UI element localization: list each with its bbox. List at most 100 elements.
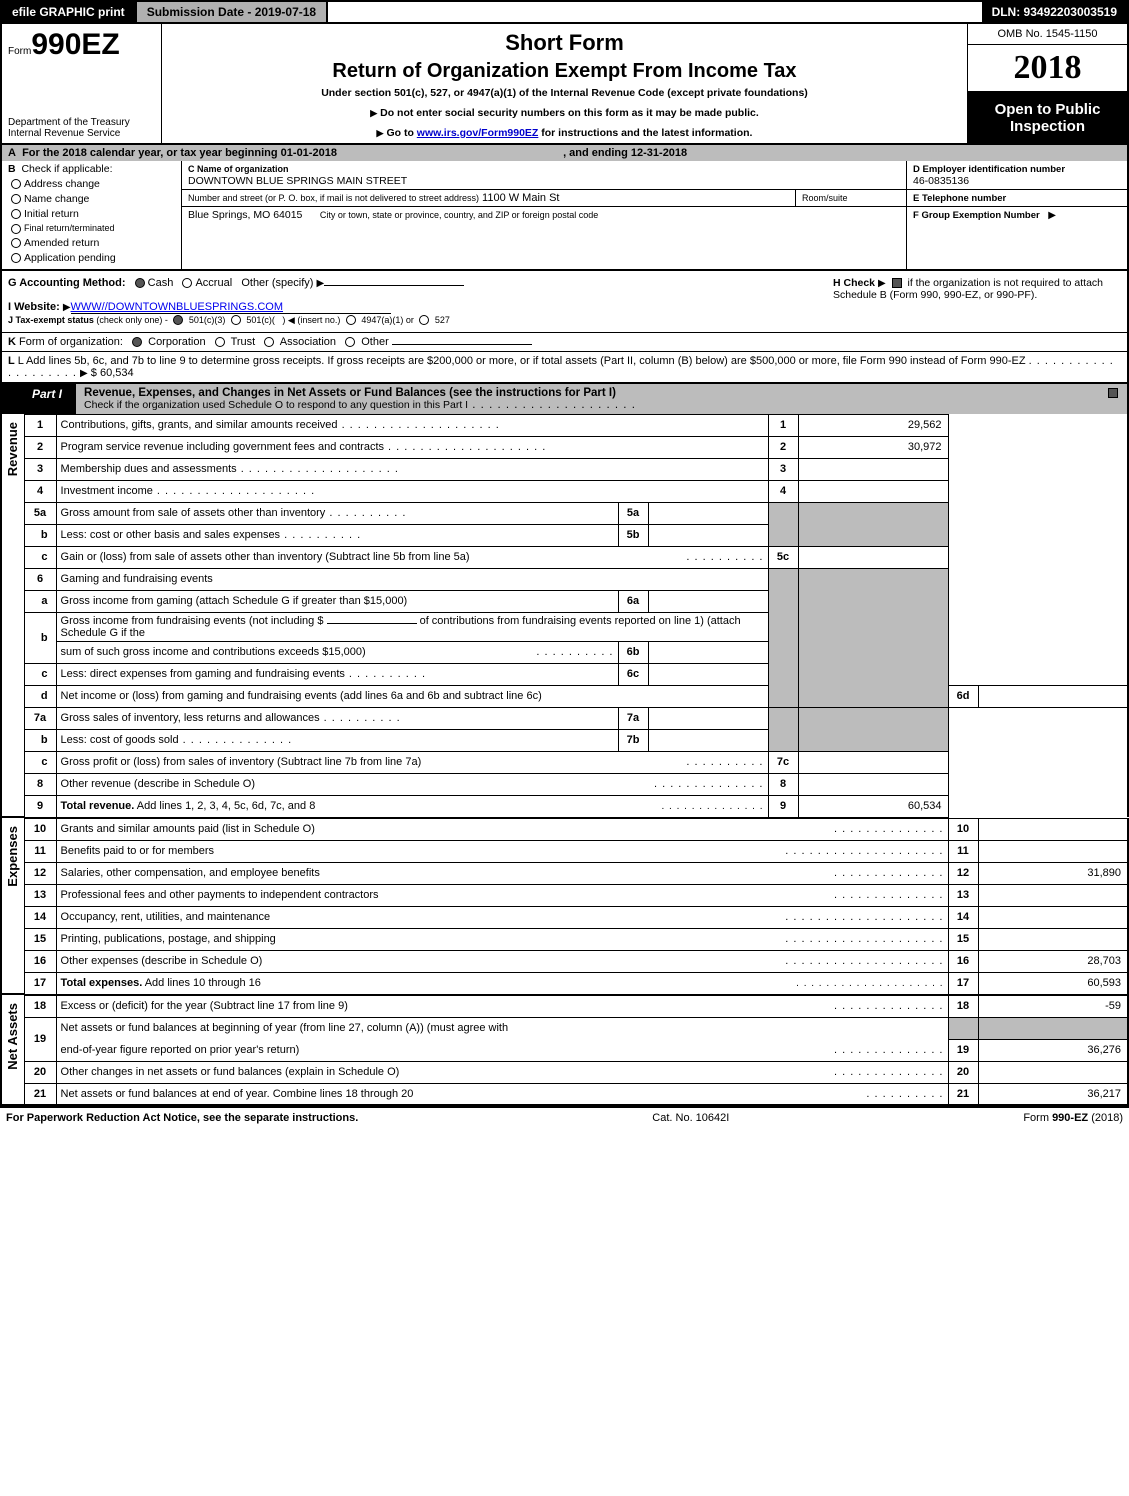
- row-l-gross-receipts: L L Add lines 5b, 6c, and 7b to line 9 t…: [0, 352, 1129, 384]
- l7b-num: b: [24, 729, 56, 751]
- l16-desc: Other expenses (describe in Schedule O): [56, 950, 948, 972]
- l14-desc: Occupancy, rent, utilities, and maintena…: [56, 906, 948, 928]
- room-label: Room/suite: [802, 193, 848, 203]
- l20-num: 20: [24, 1061, 56, 1083]
- part1-tag: Part I: [2, 384, 76, 414]
- l7b-desc: Less: cost of goods sold: [56, 729, 618, 751]
- h-pre: H Check: [833, 277, 875, 289]
- l12-val: 31,890: [978, 862, 1128, 884]
- cash-label: Cash: [148, 277, 174, 289]
- row-k-org-form: K Form of organization: Corporation Trus…: [0, 333, 1129, 352]
- l4-desc: Investment income: [56, 480, 768, 502]
- l6d-rnum: 6d: [948, 685, 978, 707]
- ein-value: 46-0835136: [913, 175, 969, 187]
- radio-cash[interactable]: [135, 278, 145, 288]
- l4-rnum: 4: [768, 480, 798, 502]
- col-b-checkboxes: B Check if applicable: Address change Na…: [2, 161, 182, 269]
- l21-rnum: 21: [948, 1083, 978, 1105]
- section-bcd: B Check if applicable: Address change Na…: [0, 161, 1129, 271]
- l2-rnum: 2: [768, 436, 798, 458]
- l13-rnum: 13: [948, 884, 978, 906]
- addr-label: Number and street (or P. O. box, if mail…: [188, 193, 479, 203]
- efile-print-button[interactable]: efile GRAPHIC print: [2, 2, 137, 22]
- l12-rnum: 12: [948, 862, 978, 884]
- l5a-midval: [648, 502, 768, 524]
- row-g-accounting: G Accounting Method: Cash Accrual Other …: [2, 271, 827, 332]
- chk-address-change[interactable]: Address change: [8, 178, 175, 190]
- other-specify-input[interactable]: [324, 285, 464, 286]
- city-label: City or town, state or province, country…: [320, 210, 598, 220]
- chk-initial-return[interactable]: Initial return: [8, 208, 175, 220]
- l8-rnum: 8: [768, 773, 798, 795]
- l15-rnum: 15: [948, 928, 978, 950]
- chk-final-label: Final return/terminated: [24, 223, 115, 233]
- l5c-desc: Gain or (loss) from sale of assets other…: [56, 546, 768, 568]
- radio-association[interactable]: [264, 337, 274, 347]
- chk-application-pending[interactable]: Application pending: [8, 252, 175, 264]
- open-line2: Inspection: [970, 118, 1125, 135]
- radio-corporation[interactable]: [132, 337, 142, 347]
- l5a-desc: Gross amount from sale of assets other t…: [56, 502, 618, 524]
- l9-desc: Total revenue. Add lines 1, 2, 3, 4, 5c,…: [56, 795, 768, 817]
- radio-accrual[interactable]: [182, 278, 192, 288]
- submission-date-label: Submission Date - 2019-07-18: [137, 2, 328, 22]
- l21-val: 36,217: [978, 1083, 1128, 1105]
- l16-val: 28,703: [978, 950, 1128, 972]
- other-label: Other (specify): [241, 277, 313, 289]
- l14-val: [978, 906, 1128, 928]
- l6a-num: a: [24, 590, 56, 612]
- l6b-mid: 6b: [618, 641, 648, 663]
- l11-desc: Benefits paid to or for members: [56, 840, 948, 862]
- l6-num: 6: [24, 568, 56, 590]
- chk-amended-label: Amended return: [24, 237, 99, 249]
- irs-link[interactable]: www.irs.gov/Form990EZ: [417, 127, 539, 139]
- i-label: I Website:: [8, 301, 60, 313]
- l13-num: 13: [24, 884, 56, 906]
- l5c-num: c: [24, 546, 56, 568]
- l20-rnum: 20: [948, 1061, 978, 1083]
- l10-num: 10: [24, 818, 56, 840]
- l8-desc: Other revenue (describe in Schedule O): [56, 773, 768, 795]
- l6b-desc2: sum of such gross income and contributio…: [56, 641, 618, 663]
- l17-rnum: 17: [948, 972, 978, 994]
- l8-num: 8: [24, 773, 56, 795]
- tel-label: E Telephone number: [913, 193, 1006, 204]
- part1-schedule-o-check[interactable]: [1108, 388, 1118, 398]
- chk-amended-return[interactable]: Amended return: [8, 237, 175, 249]
- l3-rnum: 3: [768, 458, 798, 480]
- l16-rnum: 16: [948, 950, 978, 972]
- l17-desc: Total expenses. Add lines 10 through 16: [56, 972, 948, 994]
- l5b-num: b: [24, 524, 56, 546]
- tax-year: 2018: [968, 45, 1127, 92]
- l8-val: [798, 773, 948, 795]
- l5b-desc: Less: cost or other basis and sales expe…: [56, 524, 618, 546]
- radio-trust[interactable]: [215, 337, 225, 347]
- l12-num: 12: [24, 862, 56, 884]
- website-link[interactable]: WWW//DOWNTOWNBLUESPRINGS.COM: [71, 301, 391, 314]
- l6-desc: Gaming and fundraising events: [56, 568, 768, 590]
- radio-other-org[interactable]: [345, 337, 355, 347]
- l18-num: 18: [24, 995, 56, 1017]
- l20-desc: Other changes in net assets or fund bala…: [56, 1061, 948, 1083]
- l6c-num: c: [24, 663, 56, 685]
- l19-desc: Net assets or fund balances at beginning…: [56, 1017, 948, 1039]
- l15-val: [978, 928, 1128, 950]
- l-text: L Add lines 5b, 6c, and 7b to line 9 to …: [18, 355, 1026, 367]
- l5b-midval: [648, 524, 768, 546]
- subtitle: Under section 501(c), 527, or 4947(a)(1)…: [170, 87, 959, 99]
- chk-final-return[interactable]: Final return/terminated: [8, 223, 175, 234]
- l19-rnum: 19: [948, 1039, 978, 1061]
- l9-val: 60,534: [798, 795, 948, 817]
- col-c-org-info: C Name of organization DOWNTOWN BLUE SPR…: [182, 161, 907, 269]
- row-a-pre: For the 2018 calendar year, or tax year …: [22, 147, 337, 159]
- side-netassets: Net Assets: [0, 995, 24, 1107]
- chk-name-change[interactable]: Name change: [8, 193, 175, 205]
- footer-form: Form 990-EZ (2018): [1023, 1112, 1123, 1124]
- h-checkbox[interactable]: [892, 278, 902, 288]
- form-number: 990EZ: [31, 28, 119, 61]
- l2-num: 2: [24, 436, 56, 458]
- omb-number: OMB No. 1545-1150: [968, 24, 1127, 45]
- addr-value: 1100 W Main St: [482, 192, 559, 204]
- l6c-desc: Less: direct expenses from gaming and fu…: [56, 663, 618, 685]
- l10-rnum: 10: [948, 818, 978, 840]
